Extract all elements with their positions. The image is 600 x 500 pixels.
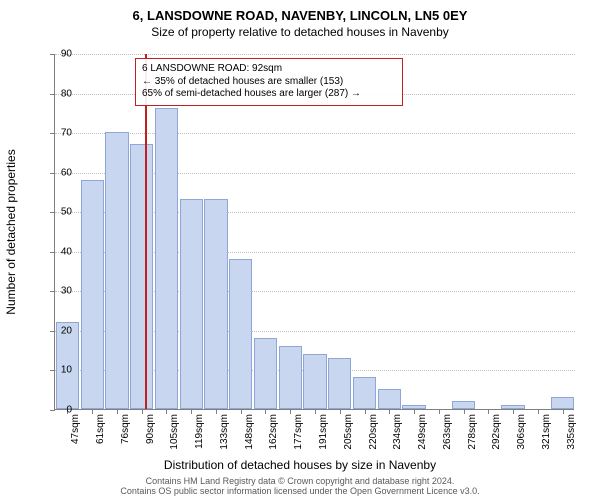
x-tick-label: 191sqm [318,414,329,450]
x-tick-mark [365,409,366,414]
x-tick-label: 47sqm [70,414,81,444]
plot-area: 6 LANSDOWNE ROAD: 92sqm← 35% of detached… [54,54,574,410]
plot-outer: 6 LANSDOWNE ROAD: 92sqm← 35% of detached… [54,54,574,410]
x-tick-mark [241,409,242,414]
bar [105,132,128,409]
x-tick-label: 335sqm [566,414,577,450]
x-tick-label: 61sqm [95,414,106,444]
x-tick-mark [315,409,316,414]
annotation-line: ← 35% of detached houses are smaller (15… [142,76,396,89]
x-tick-mark [191,409,192,414]
x-tick-mark [142,409,143,414]
bar [452,401,475,409]
x-tick-label: 321sqm [541,414,552,450]
bar [229,259,252,409]
footer-line1: Contains HM Land Registry data © Crown c… [0,476,600,486]
annotation-line: 65% of semi-detached houses are larger (… [142,88,396,101]
x-tick-label: 234sqm [392,414,403,450]
x-tick-mark [265,409,266,414]
y-tick-label: 30 [32,286,72,297]
x-tick-label: 177sqm [293,414,304,450]
bar [180,199,203,409]
x-tick-mark [414,409,415,414]
x-axis-label: Distribution of detached houses by size … [0,458,600,472]
footer-line2: Contains OS public sector information li… [0,486,600,496]
y-tick-label: 50 [32,207,72,218]
x-tick-mark [117,409,118,414]
x-tick-mark [439,409,440,414]
x-tick-label: 105sqm [169,414,180,450]
chart-container: 6, LANSDOWNE ROAD, NAVENBY, LINCOLN, LN5… [0,0,600,500]
y-tick-label: 80 [32,88,72,99]
x-tick-mark [166,409,167,414]
bar [254,338,277,409]
x-tick-label: 76sqm [120,414,131,444]
x-tick-mark [340,409,341,414]
x-tick-label: 133sqm [219,414,230,450]
x-tick-label: 263sqm [442,414,453,450]
x-tick-mark [538,409,539,414]
x-tick-mark [92,409,93,414]
annotation-box: 6 LANSDOWNE ROAD: 92sqm← 35% of detached… [135,58,403,106]
y-tick-label: 0 [32,405,72,416]
x-tick-mark [488,409,489,414]
y-tick-label: 20 [32,325,72,336]
x-tick-label: 278sqm [467,414,478,450]
chart-title-line1: 6, LANSDOWNE ROAD, NAVENBY, LINCOLN, LN5… [0,0,600,23]
x-tick-label: 148sqm [244,414,255,450]
gridline [55,54,575,55]
y-tick-label: 70 [32,128,72,139]
x-tick-label: 292sqm [491,414,502,450]
bar [81,180,104,409]
x-tick-mark [513,409,514,414]
x-tick-label: 162sqm [268,414,279,450]
x-tick-label: 220sqm [368,414,379,450]
bar [551,397,574,409]
bar [353,377,376,409]
bar [279,346,302,409]
bar [303,354,326,409]
y-axis-label: Number of detached properties [4,149,18,314]
x-tick-label: 119sqm [194,414,205,449]
x-tick-mark [389,409,390,414]
bar [378,389,401,409]
y-tick-label: 10 [32,365,72,376]
x-tick-label: 306sqm [516,414,527,450]
y-tick-label: 60 [32,167,72,178]
annotation-line: 6 LANSDOWNE ROAD: 92sqm [142,63,396,76]
chart-footer: Contains HM Land Registry data © Crown c… [0,476,600,496]
bar [130,144,153,409]
gridline [55,133,575,134]
x-tick-label: 205sqm [343,414,354,450]
y-tick-label: 90 [32,49,72,60]
bar [155,108,178,409]
x-tick-label: 249sqm [417,414,428,450]
chart-title-line2: Size of property relative to detached ho… [0,23,600,39]
x-tick-mark [290,409,291,414]
x-tick-mark [464,409,465,414]
x-tick-label: 90sqm [145,414,156,444]
bar [204,199,227,409]
x-tick-mark [216,409,217,414]
reference-line [145,54,147,409]
y-tick-label: 40 [32,246,72,257]
x-tick-mark [563,409,564,414]
bar [328,358,351,409]
